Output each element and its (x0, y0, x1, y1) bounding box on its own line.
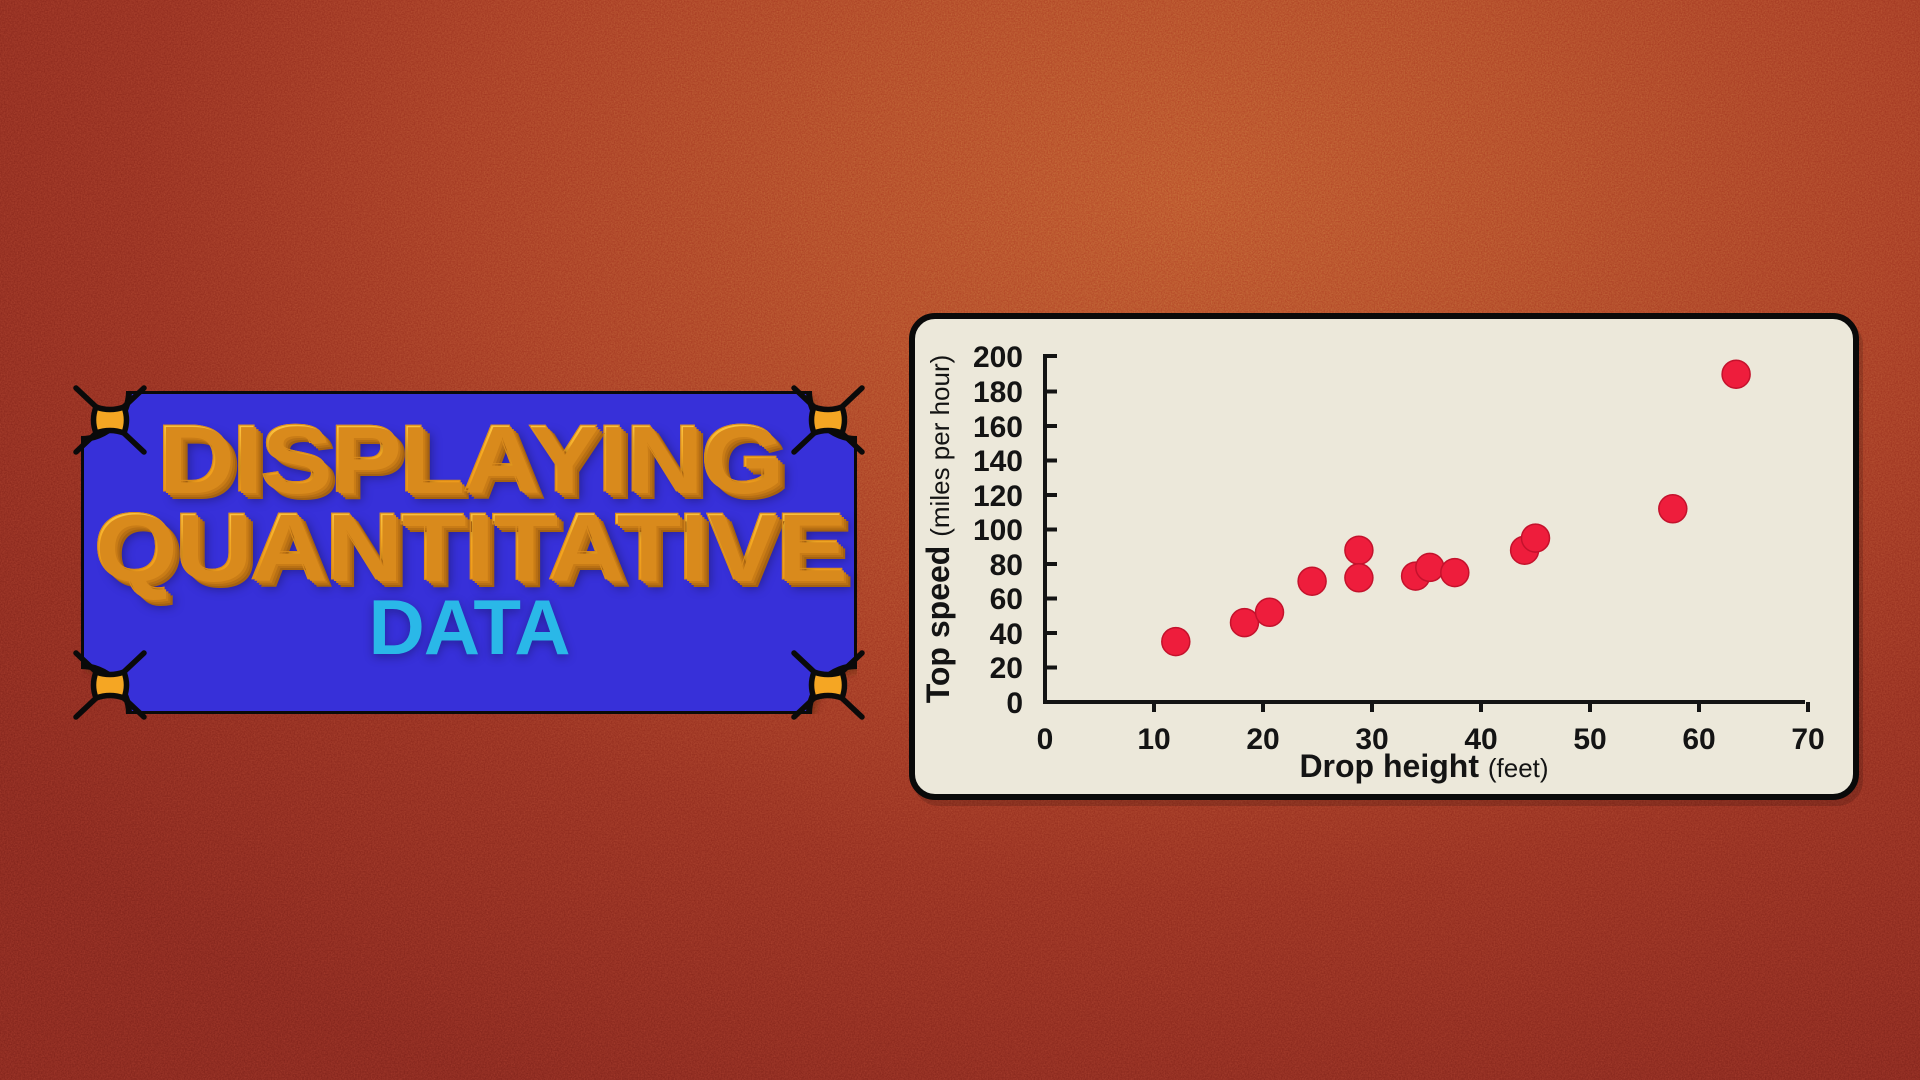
svg-text:50: 50 (1573, 723, 1606, 756)
svg-text:60: 60 (990, 583, 1023, 616)
svg-text:80: 80 (990, 549, 1023, 582)
svg-text:60: 60 (1682, 723, 1715, 756)
svg-text:20: 20 (1246, 723, 1279, 756)
svg-text:180: 180 (973, 376, 1023, 409)
svg-text:120: 120 (973, 480, 1023, 513)
svg-text:100: 100 (973, 514, 1023, 547)
svg-text:200: 200 (973, 341, 1023, 374)
svg-text:10: 10 (1137, 723, 1170, 756)
svg-text:20: 20 (990, 652, 1023, 685)
svg-text:160: 160 (973, 411, 1023, 444)
svg-text:0: 0 (1006, 687, 1023, 720)
svg-text:40: 40 (990, 618, 1023, 651)
svg-text:0: 0 (1037, 723, 1054, 756)
svg-text:70: 70 (1791, 723, 1824, 756)
svg-text:140: 140 (973, 445, 1023, 478)
svg-text:Drop height (feet): Drop height (feet) (1299, 748, 1548, 784)
svg-text:Top speed (miles per hour): Top speed (miles per hour) (920, 355, 956, 704)
